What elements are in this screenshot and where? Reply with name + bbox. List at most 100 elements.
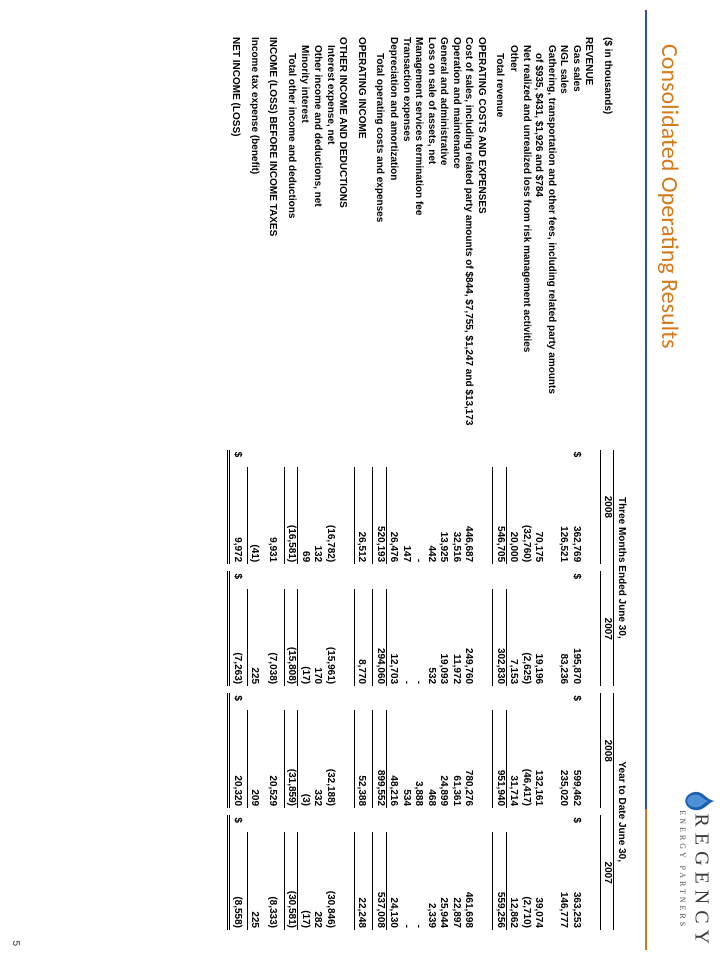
v-totop-b: 294,060: [373, 589, 387, 687]
v-other-a: 20,000: [507, 467, 520, 565]
row-nrul: Net realized and unrealized loss from ri…: [520, 35, 533, 930]
v-da-c: 48,216: [387, 710, 400, 808]
v-other-c: 31,714: [507, 710, 520, 808]
lbl-da: Depreciation and amortization: [387, 35, 400, 450]
v-intx-d: (30,846): [324, 832, 337, 930]
row-ni: NET INCOME (LOSS) $9,972 $(7,263) $20,32…: [229, 35, 248, 930]
v-om-a: 32,516: [450, 467, 463, 565]
lbl-loss: Loss on sale of assets, net: [425, 35, 438, 450]
row-gath2: of $935, $431, $1,926 and $784 70,175 19…: [532, 35, 545, 930]
row-cos: Cost of sales, including related party a…: [462, 35, 475, 930]
hdr-3m: Three Months Ended June 30,: [614, 450, 627, 687]
v-ni-b: (7,263): [229, 589, 248, 687]
lbl-gath2: of $935, $431, $1,926 and $784: [532, 35, 545, 450]
flame-icon: [685, 790, 715, 812]
v-loss-a: 442: [425, 467, 438, 565]
hdr-2008-b: 2008: [601, 693, 615, 808]
v-opinc-b: 8,770: [355, 589, 374, 687]
page: REGENCY ENERGY PARTNERS Consolidated Ope…: [0, 0, 720, 960]
hdr-2008-a: 2008: [601, 450, 615, 565]
v-nrul-a: (32,760): [520, 467, 533, 565]
d: $: [229, 450, 248, 467]
lbl-txn: Transaction expenses: [400, 35, 413, 450]
table-wrap: Three Months Ended June 30, Year to Date…: [228, 0, 628, 960]
v-totrev-a: 546,705: [493, 467, 507, 565]
v-txn-a: 147: [400, 467, 413, 565]
v-gath-c: 132,161: [532, 710, 545, 808]
row-ga: General and administrative 13,925 19,093…: [437, 35, 450, 930]
page-number: 5: [10, 940, 21, 946]
v-totoid-b: (15,808): [285, 589, 299, 687]
row-da: Depreciation and amortization 26,476 12,…: [387, 35, 400, 930]
v-cos-c: 780,276: [462, 710, 475, 808]
v-itx-c: 209: [248, 710, 267, 808]
v-ni-c: 20,320: [229, 710, 248, 808]
v-mst-c: 3,888: [412, 710, 425, 808]
v-txn-c: 534: [400, 710, 413, 808]
v-mst-a: -: [412, 467, 425, 565]
brand-name: REGENCY: [685, 790, 715, 950]
v-ngl-a: 126,521: [557, 467, 570, 565]
lbl-nrul: Net realized and unrealized loss from ri…: [520, 35, 533, 450]
v-loss-d: 2,339: [425, 832, 438, 930]
v-gas-d: 363,253: [570, 832, 583, 930]
lbl-opinc: OPERATING INCOME: [355, 35, 374, 450]
hdr-2007-a: 2007: [601, 571, 615, 686]
v-ngl-b: 83,236: [557, 589, 570, 687]
v-da-a: 26,476: [387, 467, 400, 565]
v-om-d: 22,897: [450, 832, 463, 930]
lbl-min: Minority interest: [298, 35, 311, 450]
lbl-oid-hdr: OTHER INCOME AND DEDUCTIONS: [336, 35, 355, 450]
v-gath-d: 39,074: [532, 832, 545, 930]
v-nrul-c: (46,417): [520, 710, 533, 808]
v-intx-a: (16,782): [324, 467, 337, 565]
v-nrul-b: (2,625): [520, 589, 533, 687]
d: $: [570, 450, 583, 467]
lbl-gath1: Gathering, transportation and other fees…: [545, 35, 558, 450]
unit-label: ($ in thousands): [601, 35, 615, 450]
v-txn-b: -: [400, 589, 413, 687]
v-ngl-c: 235,020: [557, 710, 570, 808]
v-oid-a: 132: [311, 467, 324, 565]
title-rule: [645, 10, 647, 950]
header-row-years: ($ in thousands) 2008 2007 2008 2007: [601, 35, 615, 930]
row-min: Minority interest 69 (17) (3) (17): [298, 35, 311, 930]
v-oid-c: 332: [311, 710, 324, 808]
lbl-oce: OPERATING COSTS AND EXPENSES: [475, 35, 494, 450]
lbl-gas: Gas sales: [570, 35, 583, 450]
v-loss-c: 468: [425, 710, 438, 808]
v-totrev-c: 951,940: [493, 710, 507, 808]
v-txn-d: -: [400, 832, 413, 930]
row-opinc: OPERATING INCOME 26,512 8,770 52,388 22,…: [355, 35, 374, 930]
v-itx-a: (41): [248, 467, 267, 565]
v-cos-d: 461,698: [462, 832, 475, 930]
d: $: [229, 571, 248, 588]
lbl-ni: NET INCOME (LOSS): [229, 35, 248, 450]
v-da-b: 12,703: [387, 589, 400, 687]
row-oid-hdr: OTHER INCOME AND DEDUCTIONS: [336, 35, 355, 930]
row-intx: Interest expense, net (16,782) (15,961) …: [324, 35, 337, 930]
v-gas-a: 362,769: [570, 467, 583, 565]
lbl-cos: Cost of sales, including related party a…: [462, 35, 475, 450]
lbl-totop: Total operating costs and expenses: [373, 35, 387, 450]
lbl-ga: General and administrative: [437, 35, 450, 450]
v-intx-c: (32,188): [324, 710, 337, 808]
lbl-ibt: INCOME (LOSS) BEFORE INCOME TAXES: [266, 35, 285, 450]
v-ngl-d: 146,777: [557, 832, 570, 930]
v-ga-c: 24,899: [437, 710, 450, 808]
lbl-ngl: NGL sales: [557, 35, 570, 450]
v-ibt-a: 9,931: [266, 467, 285, 565]
row-oid: Other income and deductions, net 132 170…: [311, 35, 324, 930]
v-intx-b: (15,961): [324, 589, 337, 687]
d: $: [229, 693, 248, 710]
v-ni-d: (8,558): [229, 832, 248, 930]
logo: REGENCY ENERGY PARTNERS: [678, 790, 715, 950]
rotated-canvas: REGENCY ENERGY PARTNERS Consolidated Ope…: [0, 0, 720, 960]
row-revenue-hdr: REVENUE: [582, 35, 601, 930]
v-ga-d: 25,944: [437, 832, 450, 930]
row-gath1: Gathering, transportation and other fees…: [545, 35, 558, 930]
v-totop-d: 537,008: [373, 832, 387, 930]
d: $: [570, 815, 583, 832]
v-min-d: (17): [298, 832, 311, 930]
hdr-ytd: Year to Date June 30,: [614, 693, 627, 930]
